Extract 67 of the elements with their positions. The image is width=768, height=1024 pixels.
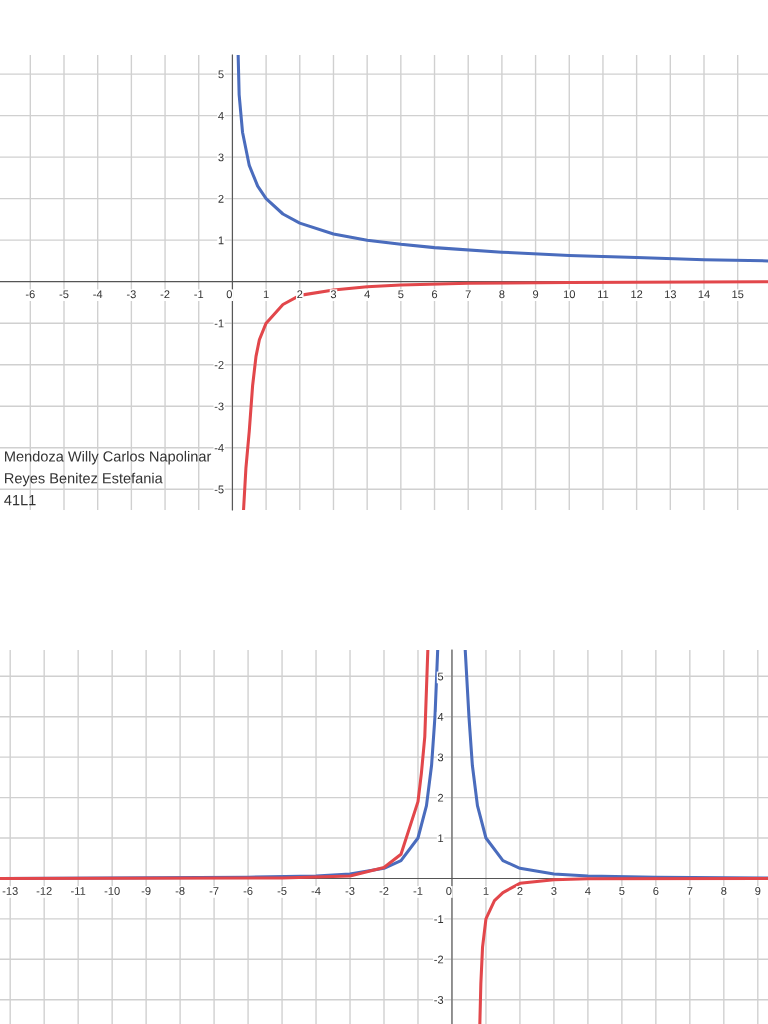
x-tick-label: 0: [226, 290, 232, 299]
x-tick-label: -8: [175, 887, 185, 895]
x-tick-label: 6: [432, 290, 438, 299]
x-tick-label: 14: [698, 290, 710, 299]
x-tick-label: -7: [209, 887, 219, 895]
x-tick-label: -3: [126, 290, 136, 299]
annotation: Mendoza Willy Carlos Napolinar: [5, 450, 212, 465]
x-tick-label: 5: [398, 290, 404, 299]
y-tick-label: 3: [218, 153, 224, 162]
y-tick-label: 1: [438, 834, 444, 843]
x-tick-label: -6: [243, 887, 253, 895]
y-tick-label: -2: [214, 360, 224, 369]
x-tick-label: -5: [277, 887, 287, 895]
x-tick-label: -10: [104, 887, 120, 895]
x-tick-label: 3: [551, 887, 557, 895]
line-series: [242, 280, 768, 510]
x-tick-label: -1: [194, 290, 204, 299]
x-tick-label: 12: [631, 290, 643, 299]
y-tick-label: 1: [218, 236, 224, 245]
x-tick-label: 13: [664, 290, 677, 299]
x-tick-label: -2: [160, 290, 170, 299]
x-tick-label: 6: [653, 887, 659, 895]
x-tick-label: 0: [446, 887, 452, 895]
y-tick-label: -3: [214, 402, 224, 411]
x-tick-label: 4: [364, 290, 370, 299]
x-tick-label: -2: [379, 887, 389, 895]
x-tick-label: 9: [755, 887, 761, 895]
y-tick-label: 3: [437, 753, 444, 762]
y-tick-label: 5: [437, 672, 444, 681]
x-tick-label: 8: [721, 887, 727, 895]
y-tick-label: 4: [218, 111, 224, 120]
y-tick-label: -5: [214, 485, 224, 494]
x-tick-label: 9: [533, 290, 539, 299]
x-tick-label: -6: [25, 290, 35, 299]
x-tick-label: -11: [71, 887, 86, 895]
x-tick-label: -12: [36, 887, 52, 895]
x-tick-label: 2: [517, 887, 523, 895]
x-tick-label: 7: [465, 290, 471, 299]
y-tick-label: 4: [437, 713, 444, 721]
annotation: Reyes Benitez Estefania: [5, 472, 163, 487]
line-series: [236, 55, 768, 263]
x-tick-label: 15: [732, 290, 744, 299]
x-tick-label: -4: [93, 290, 103, 299]
x-tick-label: 4: [585, 887, 591, 895]
x-tick-label: 10: [563, 290, 576, 299]
x-tick-label: -9: [141, 887, 151, 895]
y-tick-label: -2: [434, 955, 444, 964]
x-tick-label: 1: [483, 887, 489, 895]
x-tick-label: 1: [263, 290, 269, 299]
x-tick-label: 7: [687, 887, 693, 895]
x-tick-label: -5: [59, 290, 69, 299]
x-tick-label: 11: [598, 290, 609, 299]
x-tick-label: -3: [345, 887, 355, 895]
annotation: 41L1: [4, 495, 36, 506]
y-tick-label: 2: [218, 194, 224, 203]
y-tick-label: -1: [214, 319, 224, 328]
y-tick-label: 2: [438, 793, 444, 802]
x-tick-label: 5: [619, 887, 625, 895]
y-tick-label: -1: [434, 915, 444, 923]
x-tick-label: 3: [330, 290, 337, 299]
y-tick-label: 5: [218, 70, 224, 79]
y-tick-label: -4: [214, 444, 224, 452]
x-tick-label: 8: [499, 290, 505, 299]
y-tick-label: -3: [434, 996, 444, 1004]
x-tick-label: -13: [2, 887, 18, 895]
x-tick-label: -4: [311, 887, 321, 895]
x-tick-label: -1: [413, 887, 423, 895]
